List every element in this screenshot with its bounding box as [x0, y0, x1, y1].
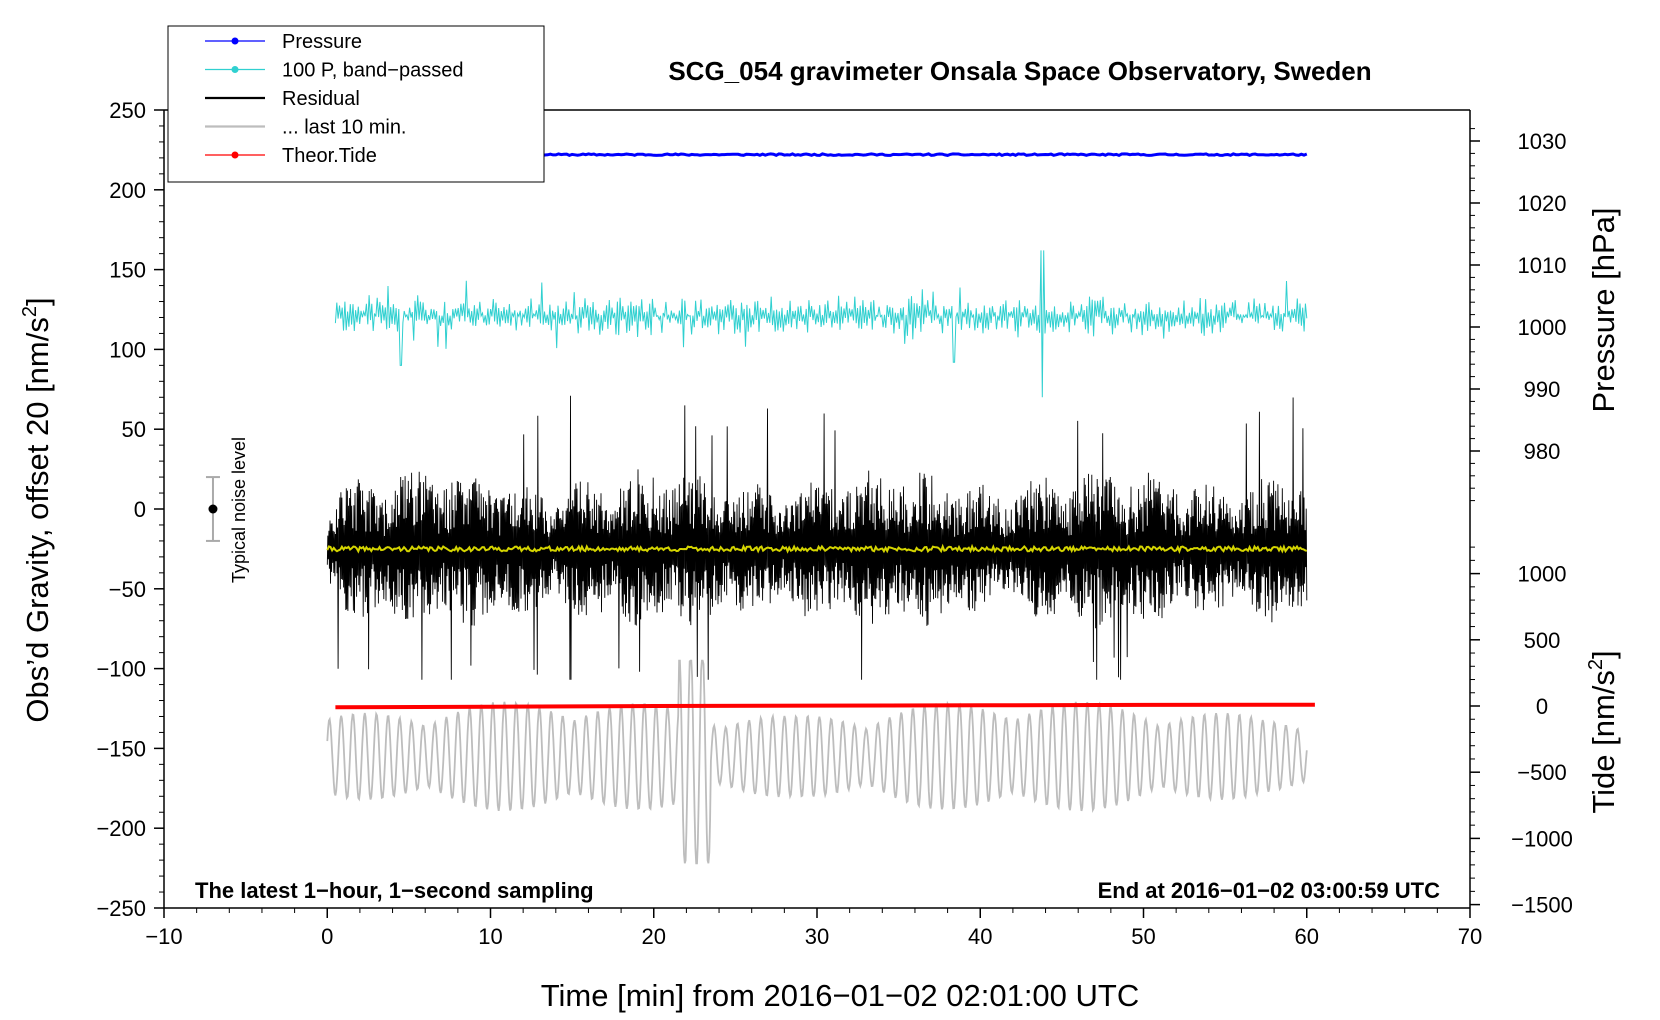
legend-item: Theor.Tide — [205, 145, 377, 167]
noise-dot — [208, 504, 218, 514]
tide-tick-label: 500 — [1524, 628, 1561, 653]
y-tick-label: −50 — [109, 577, 146, 602]
noise-label: Typical noise level — [229, 437, 249, 583]
last-10-min-series-line — [326, 659, 1308, 865]
legend-box — [167, 25, 545, 183]
residual-smoothed-series-line — [326, 543, 1308, 554]
y-tick-label: −250 — [96, 896, 146, 921]
x-tick-label: 70 — [1458, 924, 1482, 949]
legend-item: Residual — [205, 88, 360, 110]
pressure-tick-label: 1030 — [1518, 129, 1567, 154]
ticks-layer: −10 0 10 20 30 40 50 60 70250200150100500−50−100… — [96, 98, 1572, 949]
bandpassed-pressure-series-line — [334, 250, 1308, 398]
y-tick-label: 200 — [109, 178, 146, 203]
legend-items: Pressure 100 P, band−passed Residual ... la… — [205, 31, 463, 167]
pressure-tick-label: 1010 — [1518, 253, 1567, 278]
y-axis-title-pressure: Pressure [hPa] — [1586, 207, 1621, 412]
y-axis-title-tide-end: ] — [1586, 650, 1621, 659]
x-tick-label: 0 — [321, 924, 333, 949]
legend-label: Theor.Tide — [282, 145, 377, 167]
pressure-tick-label: 1020 — [1518, 191, 1567, 216]
y-axis-title-left-main: Obs’d Gravity, offset 20 [nm/s — [20, 317, 55, 722]
tide-tick-label: 1000 — [1518, 562, 1567, 587]
legend-label: ... last 10 min. — [282, 117, 407, 139]
series-layer — [326, 152, 1315, 865]
y-tick-label: −100 — [96, 657, 146, 682]
x-tick-label: 40 — [968, 924, 992, 949]
y-axis-title-left: Obs’d Gravity, offset 20 [nm/s2] — [19, 297, 55, 722]
theoretical-tide-series-line — [335, 702, 1315, 710]
x-tick-label: 10 — [478, 924, 502, 949]
noise-level-indicator: Typical noise level — [205, 437, 249, 583]
x-tick-label: 50 — [1131, 924, 1155, 949]
x-tick-label: −10 — [145, 924, 182, 949]
y-axis-title-tide: Tide [nm/s2] — [1585, 650, 1621, 813]
tide-tick-label: 0 — [1536, 694, 1548, 719]
y-tick-label: −150 — [96, 736, 146, 761]
legend-swatch-marker — [231, 151, 239, 159]
legend-swatch-marker — [231, 66, 239, 73]
x-axis-title: Time [min] from 2016−01−02 02:01:00 UTC — [541, 978, 1140, 1013]
chart-title: SCG_054 gravimeter Onsala Space Observat… — [668, 56, 1371, 86]
tide-tick-label: −500 — [1517, 760, 1567, 785]
legend-label: Residual — [282, 88, 360, 110]
y-axis-title-tide-main: Tide [nm/s — [1586, 670, 1621, 814]
y-tick-label: 250 — [109, 98, 146, 123]
y-tick-label: 150 — [109, 258, 146, 283]
y-tick-label: 100 — [109, 337, 146, 362]
legend-item: ... last 10 min. — [205, 117, 407, 139]
legend: Pressure 100 P, band−passed Residual ... la… — [167, 25, 545, 183]
residual-series-line — [326, 395, 1308, 680]
legend-item: Pressure — [205, 31, 362, 53]
y-tick-label: 50 — [122, 417, 146, 442]
x-tick-label: 30 — [805, 924, 829, 949]
annotation-right: End at 2016−01−02 03:00:59 UTC — [1098, 878, 1441, 903]
x-tick-label: 20 — [642, 924, 666, 949]
y-tick-label: 0 — [134, 497, 146, 522]
pressure-tick-label: 990 — [1524, 377, 1561, 402]
y-tick-label: −200 — [96, 816, 146, 841]
legend-item: 100 P, band−passed — [205, 60, 463, 82]
annotation-left: The latest 1−hour, 1−second sampling — [195, 878, 594, 903]
tide-tick-label: −1000 — [1511, 826, 1573, 851]
legend-label: Pressure — [282, 31, 362, 53]
legend-label: 100 P, band−passed — [282, 60, 463, 82]
x-tick-label: 60 — [1295, 924, 1319, 949]
y-axis-title-left-end: ] — [20, 297, 55, 306]
y-axis-title-left-sup: 2 — [19, 306, 41, 317]
pressure-tick-label: 980 — [1524, 439, 1561, 464]
legend-swatch-marker — [231, 37, 239, 45]
pressure-tick-label: 1000 — [1518, 315, 1567, 340]
y-axis-title-tide-sup: 2 — [1585, 659, 1607, 670]
tide-tick-label: −1500 — [1511, 893, 1573, 918]
